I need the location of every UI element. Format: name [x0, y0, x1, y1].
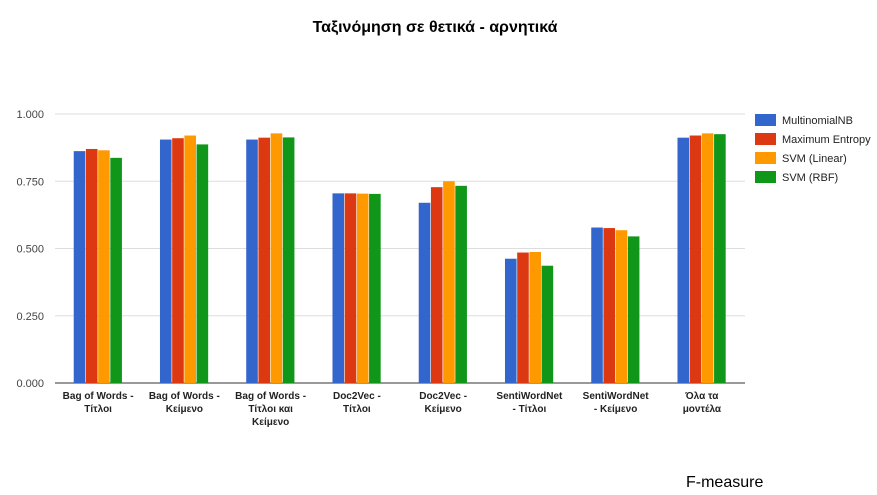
bar-svm-linear-7: [701, 133, 714, 383]
x-axis-ticks: Bag of Words -Τίτλοι Bag of Words -Κείμεν…: [63, 391, 722, 428]
x-tick-label: Bag of Words -Κείμενο: [149, 391, 220, 415]
bar-multinomialnb-3: [332, 193, 345, 383]
legend-label: SVM (RBF): [782, 172, 838, 184]
bar-svm-rbf-2: [282, 137, 295, 383]
bar-multinomialnb-2: [246, 139, 258, 383]
y-tick-label: 0.500: [16, 244, 44, 256]
bar-svm-rbf-7: [714, 134, 726, 383]
bar-svm-linear-0: [98, 150, 110, 383]
bar-svm-linear-2: [270, 133, 283, 383]
bar-maximum-entropy-4: [430, 187, 443, 383]
bar-maximum-entropy-5: [517, 252, 529, 383]
legend-label: SVM (Linear): [782, 153, 847, 165]
bar-svm-rbf-5: [541, 265, 554, 383]
bar-svm-linear-4: [443, 181, 455, 383]
bar-multinomialnb-6: [591, 227, 603, 383]
y-tick-label: 0.250: [16, 311, 44, 323]
x-tick-label: Doc2Vec -Τίτλοι: [333, 391, 381, 415]
x-tick-label: SentiWordNet - Τίτλοι: [496, 391, 563, 415]
bar-multinomialnb-1: [159, 139, 172, 383]
bar-multinomialnb-4: [418, 202, 431, 383]
legend-label: MultinomialNB: [782, 115, 853, 127]
bar-maximum-entropy-7: [689, 135, 702, 383]
bar-svm-linear-1: [184, 135, 196, 383]
x-tick-label: Bag of Words -Τίτλοι: [63, 391, 134, 415]
bar-svm-rbf-1: [196, 144, 209, 383]
y-tick-label: 1.000: [16, 109, 44, 121]
measure-caption: F-measure: [686, 474, 764, 491]
bar-svm-linear-6: [615, 230, 628, 383]
bar-multinomialnb-5: [504, 258, 517, 383]
bar-svm-rbf-3: [369, 193, 381, 383]
bar-svm-linear-5: [529, 252, 541, 383]
bar-svm-rbf-0: [110, 157, 122, 383]
legend-swatch: [755, 171, 776, 183]
bar-maximum-entropy-2: [258, 137, 271, 383]
y-tick-label: 0.750: [16, 176, 44, 188]
bar-multinomialnb-7: [677, 137, 690, 383]
bar-maximum-entropy-0: [85, 148, 98, 383]
bar-svm-rbf-6: [627, 236, 640, 383]
legend-swatch: [755, 114, 776, 126]
bar-svm-rbf-4: [455, 185, 467, 383]
legend-label: Maximum Entropy: [782, 134, 871, 146]
bars: [73, 133, 726, 383]
x-tick-label: Bag of Words -Τίτλοι και Κείμενο: [235, 391, 306, 428]
y-axis-ticks: 0.000 0.250 0.500 0.750 1.000: [16, 109, 44, 390]
bar-svm-linear-3: [356, 193, 369, 383]
gridlines: [55, 113, 745, 384]
bar-maximum-entropy-1: [172, 138, 184, 383]
x-tick-label: Doc2Vec -Κείμενο: [419, 391, 467, 415]
bar-multinomialnb-0: [73, 151, 86, 383]
bar-maximum-entropy-6: [603, 228, 616, 383]
legend: MultinomialNB Maximum Entropy SVM (Linear)…: [755, 114, 871, 184]
chart-title: Ταξινόμηση σε θετικά - αρνητικά: [313, 19, 558, 36]
y-tick-label: 0.000: [16, 378, 44, 390]
x-tick-label: Όλα τα μοντέλα: [683, 391, 722, 415]
x-tick-label: SentiWordNet - Κείμενο: [583, 391, 650, 415]
legend-swatch: [755, 133, 776, 145]
bar-maximum-entropy-3: [344, 193, 357, 383]
legend-swatch: [755, 152, 776, 164]
